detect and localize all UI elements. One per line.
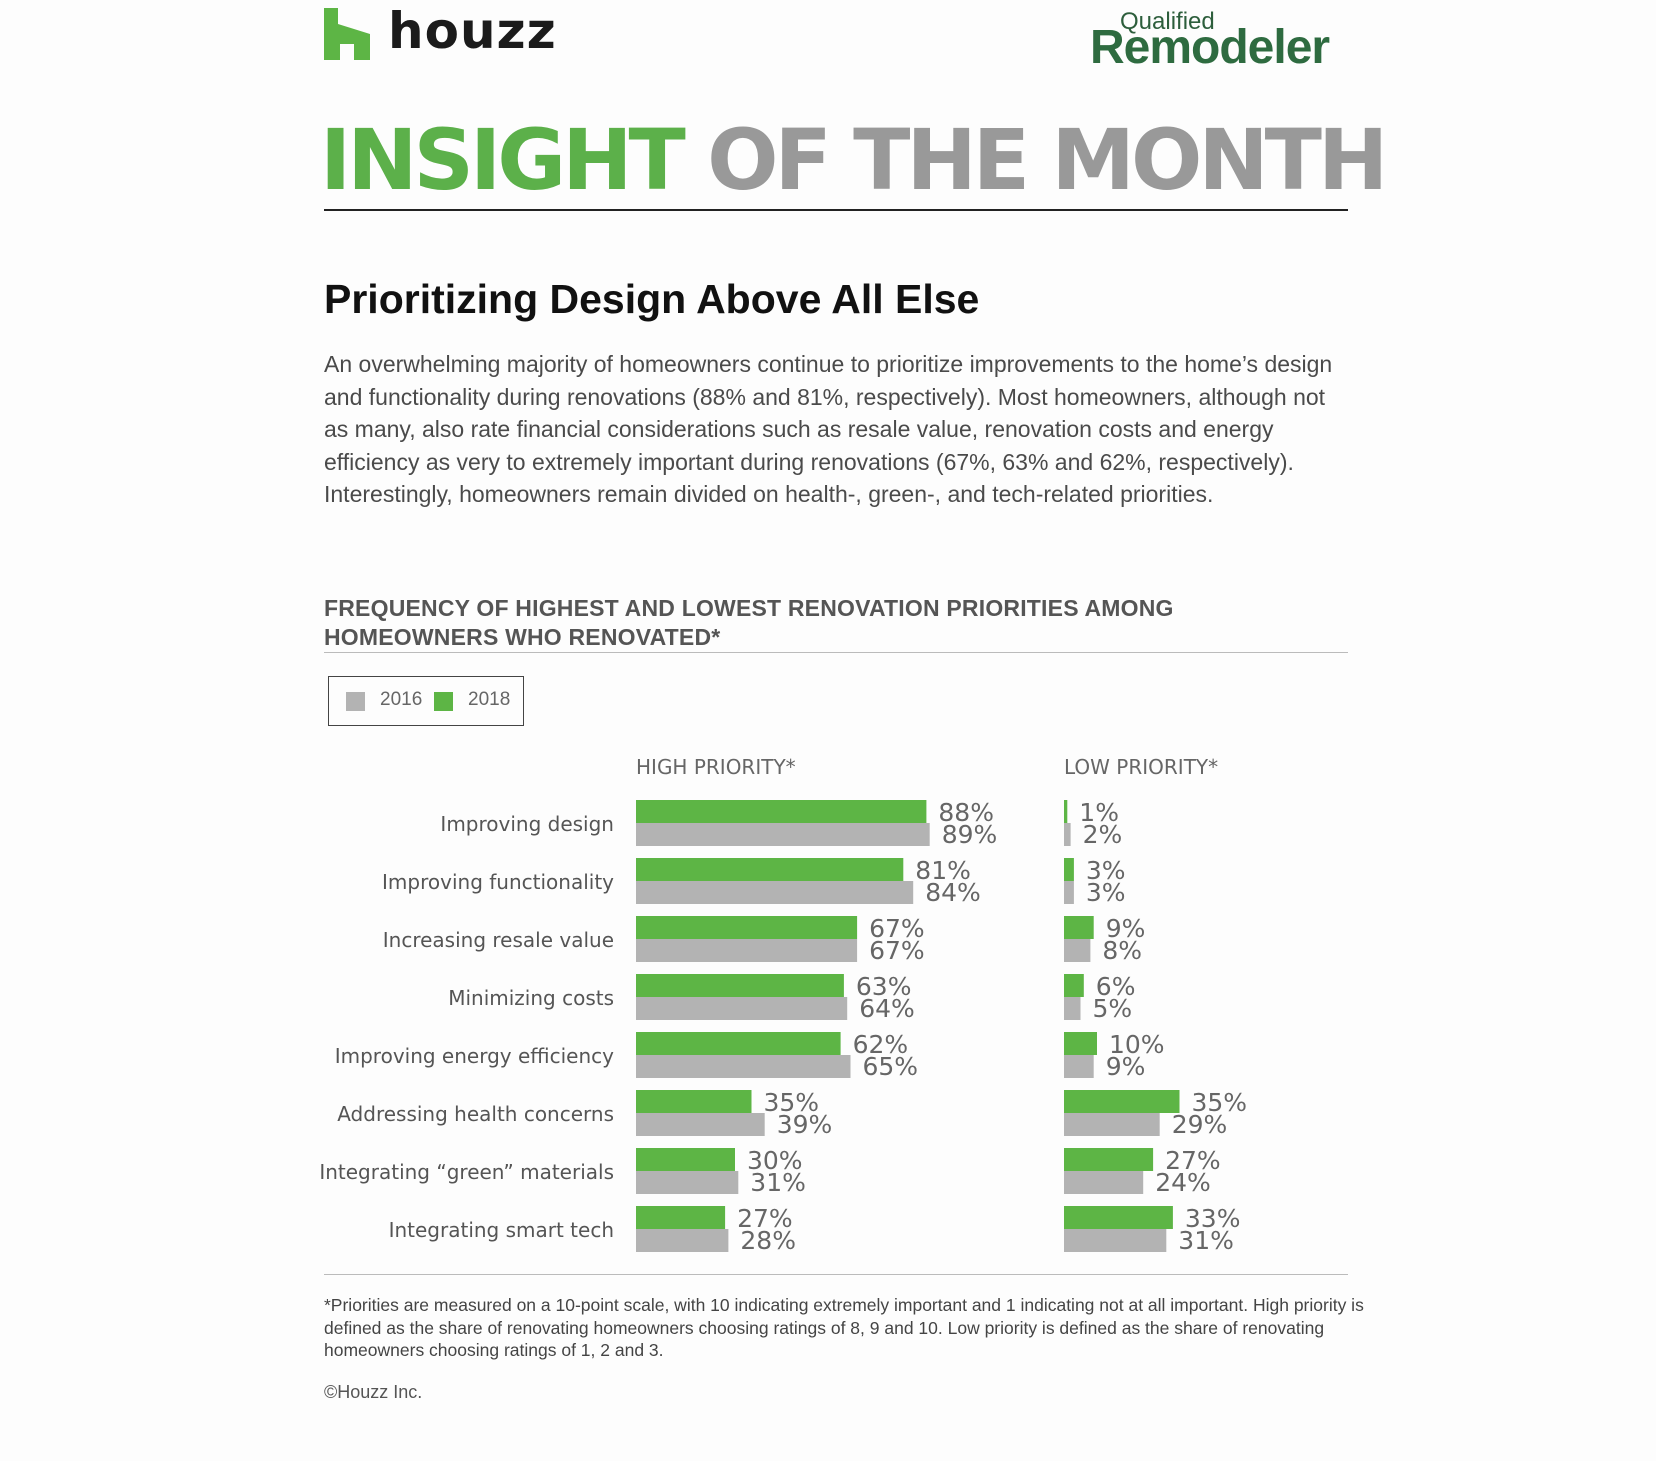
category-label: Improving functionality [382,870,614,894]
bar-2016 [636,1113,765,1136]
value-label-2018: 81% [915,856,971,885]
bar-2016 [636,1055,851,1078]
chart-top-divider [324,652,1348,653]
intro-paragraph: An overwhelming majority of homeowners c… [324,351,1333,507]
bar-2018 [636,1090,752,1113]
value-label-2018: 62% [853,1030,909,1059]
legend-swatch-2016 [346,692,365,711]
value-label-2018: 35% [1192,1088,1248,1117]
category-label: Increasing resale value [383,928,614,952]
panel-header: LOW PRIORITY* [1064,755,1218,779]
value-label-2016: 31% [750,1168,806,1197]
banner-green-text: INSIGHT [320,111,686,209]
value-label-2016: 2% [1083,820,1123,849]
footnote: *Priorities are measured on a 10-point s… [324,1295,1364,1360]
value-label-2016: 28% [740,1226,796,1255]
remodeler-logo-top: Qualified [1120,8,1215,35]
banner-divider [324,209,1348,211]
value-label-2018: 27% [737,1204,793,1233]
bar-2018 [636,1032,841,1055]
value-label-2016: 5% [1093,994,1133,1023]
chart-bottom-divider [324,1274,1348,1275]
value-label-2016: 24% [1155,1168,1211,1197]
bar-2016 [1064,939,1091,962]
value-label-2018: 9% [1106,914,1146,943]
bar-2018 [636,974,844,997]
bar-2018 [636,1148,735,1171]
bar-2016 [636,1229,729,1252]
insight-banner: INSIGHT OF THE MONTH [320,115,1388,205]
bar-2016 [1064,1113,1160,1136]
value-label-2016: 84% [925,878,981,907]
value-label-2016: 31% [1178,1226,1234,1255]
bar-2018 [1064,916,1094,939]
chart-title-line-2: HOMEOWNERS WHO RENOVATED* [324,624,721,650]
chart-title: FREQUENCY OF HIGHEST AND LOWEST RENOVATI… [324,594,1354,652]
bar-2018 [636,800,927,823]
bar-2016 [1064,997,1081,1020]
value-label-2018: 35% [764,1088,820,1117]
value-label-2018: 33% [1185,1204,1241,1233]
houzz-wordmark: houzz [388,2,557,60]
bar-2016 [1064,1171,1144,1194]
category-label: Integrating “green” materials [319,1160,614,1184]
remodeler-logo-main: Remodeler [1090,21,1330,74]
bar-2018 [1064,800,1068,823]
bar-2018 [1064,1032,1097,1055]
bar-2016 [636,997,848,1020]
chart-legend: 2016 2018 [328,676,524,726]
bar-2016 [1064,1229,1167,1252]
copyright: ©Houzz Inc. [324,1382,423,1402]
value-label-2016: 65% [863,1052,919,1081]
value-label-2016: 29% [1172,1110,1228,1139]
value-label-2018: 30% [747,1146,803,1175]
bar-2016 [1064,881,1074,904]
bar-2016 [636,881,914,904]
bar-2018 [1064,858,1074,881]
banner-grey-text: OF THE MONTH [707,111,1388,209]
legend-label-2016: 2016 [380,689,423,710]
legend-label-2018: 2018 [468,689,511,710]
value-label-2016: 64% [859,994,915,1023]
value-label-2018: 3% [1086,856,1126,885]
page-title: Prioritizing Design Above All Else [324,276,980,322]
value-label-2016: 89% [942,820,998,849]
bar-2016 [1064,1055,1094,1078]
value-label-2016: 9% [1106,1052,1146,1081]
category-label: Addressing health concerns [337,1102,614,1126]
category-label: Minimizing costs [448,986,614,1010]
value-label-2016: 67% [869,936,925,965]
value-label-2018: 88% [938,798,994,827]
bar-2018 [636,858,904,881]
bar-2018 [636,916,858,939]
bar-2018 [1064,974,1084,997]
bar-2016 [636,823,930,846]
bar-2016 [636,1171,739,1194]
bar-2016 [1064,823,1071,846]
bar-2018 [1064,1148,1154,1171]
category-label: Improving energy efficiency [335,1044,614,1068]
houzz-logo-icon [324,8,370,60]
value-label-2018: 10% [1109,1030,1165,1059]
value-label-2016: 3% [1086,878,1126,907]
value-label-2016: 39% [777,1110,833,1139]
value-label-2016: 8% [1102,936,1142,965]
chart-title-line-1: FREQUENCY OF HIGHEST AND LOWEST RENOVATI… [324,595,1174,621]
qualified-remodeler-logo: Qualified Remodeler [1090,8,1350,74]
value-label-2018: 63% [856,972,912,1001]
value-label-2018: 6% [1096,972,1136,1001]
legend-swatch-2018 [434,692,453,711]
value-label-2018: 1% [1079,798,1119,827]
value-label-2018: 27% [1165,1146,1221,1175]
panel-header: HIGH PRIORITY* [636,755,796,779]
bar-2018 [1064,1090,1180,1113]
category-label: Integrating smart tech [389,1218,614,1242]
bar-2018 [1064,1206,1173,1229]
houzz-logo: houzz [324,2,556,64]
bar-2016 [636,939,858,962]
value-label-2018: 67% [869,914,925,943]
bar-2018 [636,1206,726,1229]
category-label: Improving design [440,812,614,836]
